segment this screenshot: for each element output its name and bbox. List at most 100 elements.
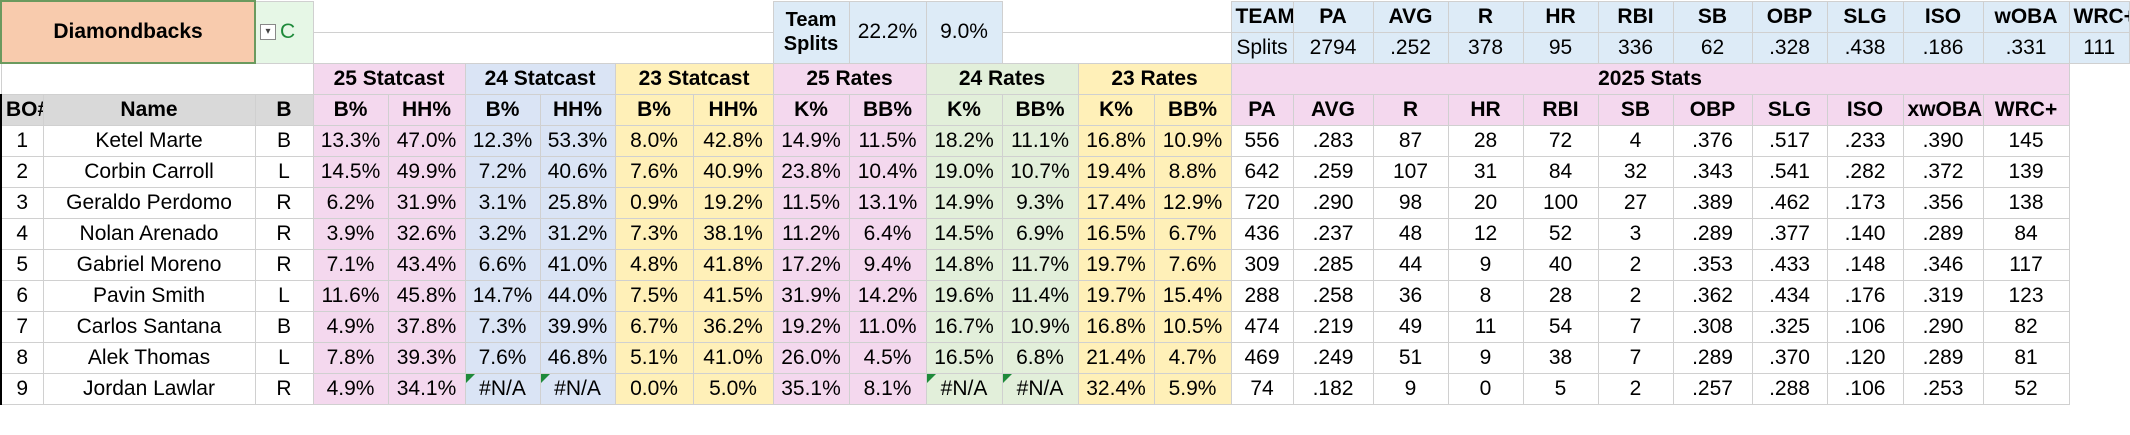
table-cell[interactable]: 48: [1372, 217, 1449, 250]
table-cell[interactable]: 14.9%: [772, 124, 850, 157]
table-cell[interactable]: .182: [1292, 372, 1374, 405]
table-cell[interactable]: 3.2%: [464, 217, 541, 250]
table-cell[interactable]: 74: [1230, 372, 1294, 405]
table-cell[interactable]: 10.5%: [1153, 310, 1232, 343]
table-cell[interactable]: 14.8%: [925, 248, 1003, 281]
table-cell[interactable]: 84: [1982, 217, 2070, 250]
table-cell[interactable]: 26.0%: [772, 341, 850, 374]
table-cell[interactable]: 436: [1230, 217, 1294, 250]
table-cell[interactable]: 17.4%: [1077, 186, 1155, 219]
table-cell[interactable]: 19.7%: [1077, 248, 1155, 281]
table-cell[interactable]: .106: [1826, 372, 1904, 405]
table-cell[interactable]: 41.8%: [692, 248, 774, 281]
table-cell[interactable]: 117: [1982, 248, 2070, 281]
table-cell[interactable]: 123: [1982, 279, 2070, 312]
table-cell[interactable]: 13.1%: [848, 186, 927, 219]
table-cell[interactable]: 107: [1372, 155, 1449, 188]
table-cell[interactable]: 6.2%: [312, 186, 389, 219]
table-cell[interactable]: 7: [1597, 310, 1674, 343]
table-cell[interactable]: R: [254, 248, 314, 281]
table-cell[interactable]: 138: [1982, 186, 2070, 219]
table-cell[interactable]: 4: [0, 217, 44, 250]
table-cell[interactable]: 0.0%: [614, 372, 694, 405]
table-cell[interactable]: 288: [1230, 279, 1294, 312]
table-cell[interactable]: .289: [1672, 341, 1753, 374]
table-cell[interactable]: 41.5%: [692, 279, 774, 312]
table-cell[interactable]: 720: [1230, 186, 1294, 219]
table-cell[interactable]: 32.6%: [387, 217, 466, 250]
table-cell[interactable]: .372: [1902, 155, 1984, 188]
table-cell[interactable]: .362: [1672, 279, 1753, 312]
table-cell[interactable]: 7.6%: [464, 341, 541, 374]
table-cell[interactable]: 6.6%: [464, 248, 541, 281]
table-cell[interactable]: .176: [1826, 279, 1904, 312]
table-cell[interactable]: 16.5%: [925, 341, 1003, 374]
table-cell[interactable]: .237: [1292, 217, 1374, 250]
table-cell[interactable]: 19.7%: [1077, 279, 1155, 312]
table-cell[interactable]: 7.6%: [1153, 248, 1232, 281]
table-cell[interactable]: 23.8%: [772, 155, 850, 188]
table-cell[interactable]: 31: [1447, 155, 1524, 188]
table-cell[interactable]: 19.4%: [1077, 155, 1155, 188]
table-cell[interactable]: 7.3%: [464, 310, 541, 343]
table-cell[interactable]: .288: [1751, 372, 1828, 405]
table-cell[interactable]: 32: [1597, 155, 1674, 188]
table-cell[interactable]: 28: [1447, 124, 1524, 157]
table-cell[interactable]: .219: [1292, 310, 1374, 343]
table-cell[interactable]: L: [254, 155, 314, 188]
table-cell[interactable]: 5.9%: [1153, 372, 1232, 405]
table-cell[interactable]: 19.2%: [772, 310, 850, 343]
table-cell[interactable]: B: [254, 310, 314, 343]
table-cell[interactable]: 3: [0, 186, 44, 219]
table-cell[interactable]: .289: [1902, 217, 1984, 250]
table-cell[interactable]: 19.2%: [692, 186, 774, 219]
table-cell[interactable]: 9: [1447, 341, 1524, 374]
player-name-cell[interactable]: Nolan Arenado: [42, 217, 256, 250]
table-cell[interactable]: 8.8%: [1153, 155, 1232, 188]
table-cell[interactable]: 39.3%: [387, 341, 466, 374]
table-cell[interactable]: 13.3%: [312, 124, 389, 157]
table-cell[interactable]: .106: [1826, 310, 1904, 343]
team-stats-value-4[interactable]: 95: [1522, 31, 1599, 64]
table-cell[interactable]: 8.0%: [614, 124, 694, 157]
table-cell[interactable]: .390: [1902, 124, 1984, 157]
table-cell[interactable]: R: [254, 372, 314, 405]
filter-cell[interactable]: ▾ C: [254, 0, 314, 64]
table-cell[interactable]: 32.4%: [1077, 372, 1155, 405]
table-cell[interactable]: .249: [1292, 341, 1374, 374]
table-cell[interactable]: .353: [1672, 248, 1753, 281]
table-cell[interactable]: 11.5%: [772, 186, 850, 219]
table-cell[interactable]: 28: [1522, 279, 1599, 312]
table-cell[interactable]: 2: [1597, 372, 1674, 405]
table-cell[interactable]: 72: [1522, 124, 1599, 157]
table-cell[interactable]: 10.4%: [848, 155, 927, 188]
table-cell[interactable]: .282: [1826, 155, 1904, 188]
table-cell[interactable]: 36.2%: [692, 310, 774, 343]
table-cell[interactable]: 31.9%: [387, 186, 466, 219]
table-cell[interactable]: .434: [1751, 279, 1828, 312]
table-cell[interactable]: R: [254, 217, 314, 250]
table-cell[interactable]: 3.9%: [312, 217, 389, 250]
player-name-cell[interactable]: Carlos Santana: [42, 310, 256, 343]
table-cell[interactable]: 44.0%: [539, 279, 616, 312]
table-cell[interactable]: 31.9%: [772, 279, 850, 312]
table-cell[interactable]: 38.1%: [692, 217, 774, 250]
table-cell[interactable]: 19.0%: [925, 155, 1003, 188]
table-cell[interactable]: 17.2%: [772, 248, 850, 281]
table-cell[interactable]: 15.4%: [1153, 279, 1232, 312]
table-cell[interactable]: 3: [1597, 217, 1674, 250]
team-k-pct[interactable]: 22.2%: [848, 0, 927, 64]
table-cell[interactable]: .346: [1902, 248, 1984, 281]
team-name-cell[interactable]: Diamondbacks: [0, 0, 257, 64]
team-stats-value-8[interactable]: .438: [1826, 31, 1904, 64]
table-cell[interactable]: .319: [1902, 279, 1984, 312]
table-cell[interactable]: #N/A: [925, 372, 1003, 405]
table-cell[interactable]: 10.9%: [1001, 310, 1079, 343]
table-cell[interactable]: 0: [1447, 372, 1524, 405]
table-cell[interactable]: .290: [1902, 310, 1984, 343]
table-cell[interactable]: .253: [1902, 372, 1984, 405]
table-cell[interactable]: 11.5%: [848, 124, 927, 157]
table-cell[interactable]: 25.8%: [539, 186, 616, 219]
player-name-cell[interactable]: Jordan Lawlar: [42, 372, 256, 405]
team-stats-value-2[interactable]: .252: [1372, 31, 1449, 64]
